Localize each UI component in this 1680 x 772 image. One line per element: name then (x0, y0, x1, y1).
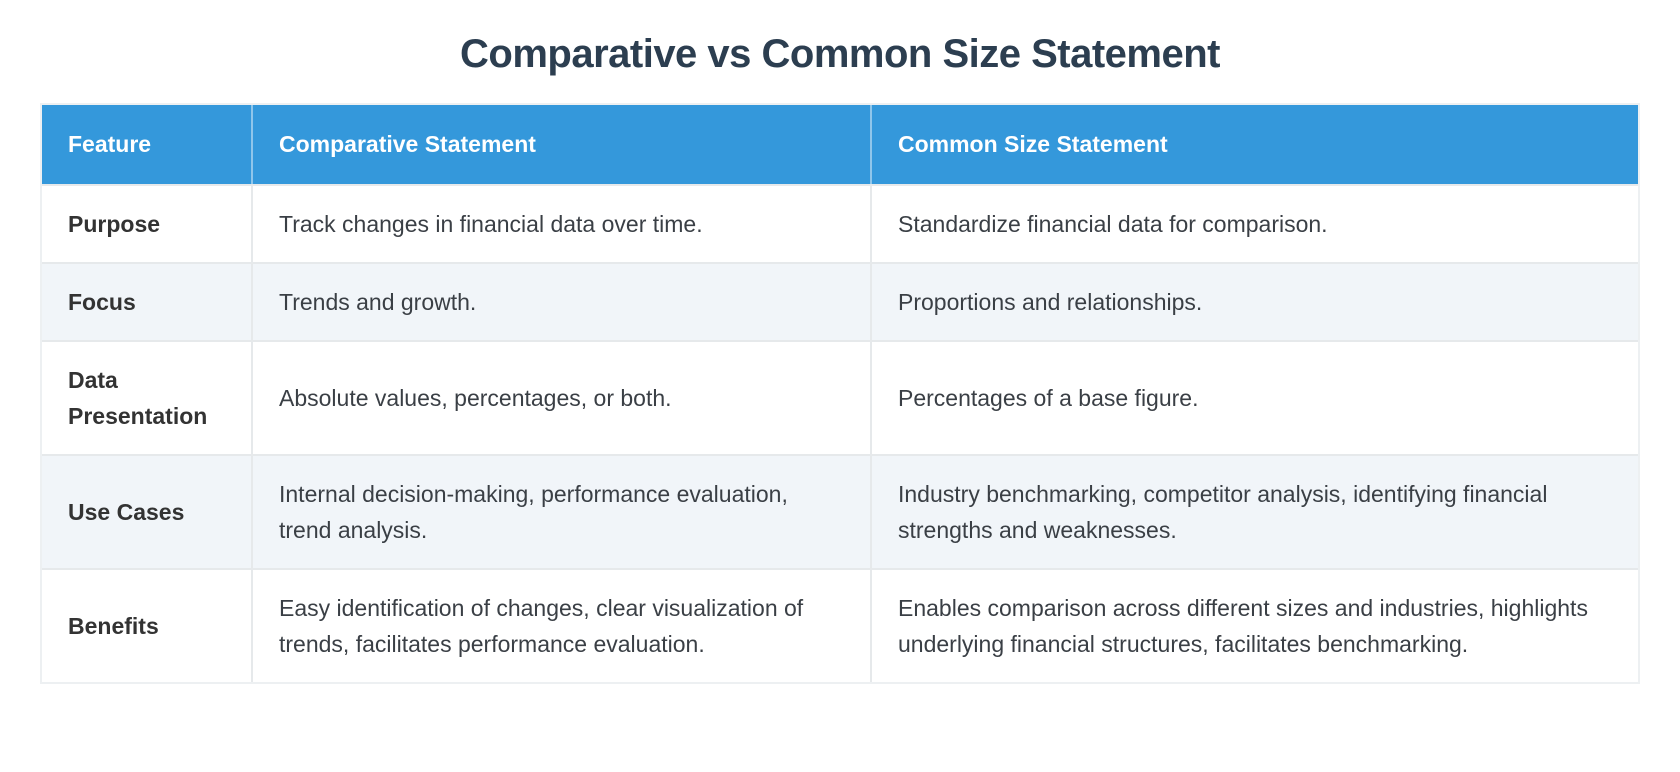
table-container: Feature Comparative Statement Common Siz… (40, 103, 1640, 684)
row-label-focus: Focus (42, 262, 253, 340)
comparative-cell-data-presentation: Absolute values, percentages, or both. (253, 340, 872, 454)
comparative-cell-purpose: Track changes in financial data over tim… (253, 184, 872, 262)
table-row-purpose: Purpose Track changes in financial data … (42, 184, 1638, 262)
header-row: Feature Comparative Statement Common Siz… (42, 105, 1638, 184)
column-header-comparative-statement: Comparative Statement (253, 105, 872, 184)
row-label-data-presentation: Data Presentation (42, 340, 253, 454)
table-row-use-cases: Use Cases Internal decision-making, perf… (42, 454, 1638, 568)
row-label-purpose: Purpose (42, 184, 253, 262)
column-header-feature: Feature (42, 105, 253, 184)
column-header-common-size-statement: Common Size Statement (872, 105, 1638, 184)
common-size-cell-focus: Proportions and relationships. (872, 262, 1638, 340)
comparison-table: Feature Comparative Statement Common Siz… (40, 103, 1640, 684)
table-row-benefits: Benefits Easy identification of changes,… (42, 568, 1638, 682)
page-title: Comparative vs Common Size Statement (460, 32, 1221, 76)
common-size-cell-benefits: Enables comparison across different size… (872, 568, 1638, 682)
common-size-cell-purpose: Standardize financial data for compariso… (872, 184, 1638, 262)
table-row-data-presentation: Data Presentation Absolute values, perce… (42, 340, 1638, 454)
comparative-cell-use-cases: Internal decision-making, performance ev… (253, 454, 872, 568)
common-size-cell-data-presentation: Percentages of a base figure. (872, 340, 1638, 454)
row-label-benefits: Benefits (42, 568, 253, 682)
row-label-use-cases: Use Cases (42, 454, 253, 568)
comparative-cell-focus: Trends and growth. (253, 262, 872, 340)
comparative-cell-benefits: Easy identification of changes, clear vi… (253, 568, 872, 682)
common-size-cell-use-cases: Industry benchmarking, competitor analys… (872, 454, 1638, 568)
table-row-focus: Focus Trends and growth. Proportions and… (42, 262, 1638, 340)
